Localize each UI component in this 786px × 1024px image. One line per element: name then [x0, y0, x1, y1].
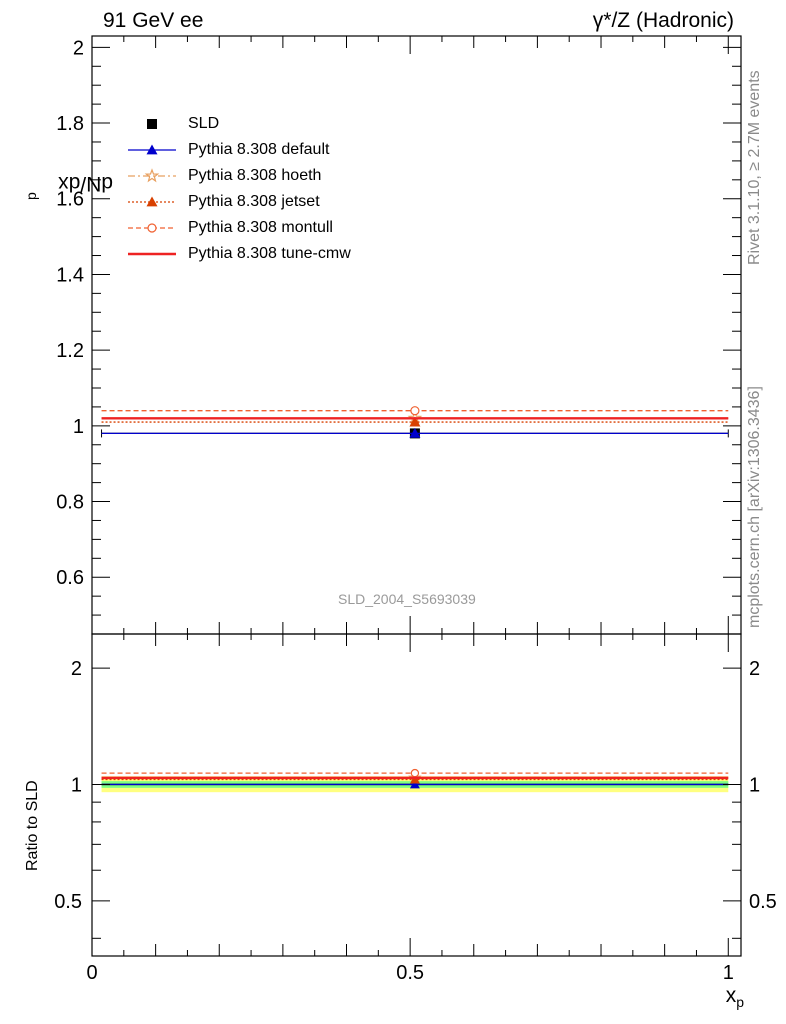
legend-marker-default — [146, 144, 158, 155]
legend-marker-jetset — [146, 196, 158, 207]
legend-marker-montull — [147, 223, 157, 233]
main-y-tick-label: 1 — [73, 416, 84, 438]
ratio-y-tick-label-left: 1 — [71, 774, 82, 796]
legend-label-default: Pythia 8.308 default — [188, 141, 330, 158]
process-label: 91 GeV ee — [103, 9, 204, 32]
legend-label-montull: Pythia 8.308 montull — [188, 219, 333, 236]
main-y-axis-label: dN/dx p — [23, 172, 113, 200]
ratio-series-marker-default — [409, 779, 420, 789]
ratio-y-tick-label-right: 0.5 — [749, 891, 777, 913]
main-series-marker-default — [409, 427, 421, 438]
ratio-y-tick-label-right: 1 — [749, 774, 760, 796]
ratio-series-marker-montull — [410, 768, 420, 778]
rivet-version-label: Rivet 3.1.10, ≥ 2.7M events — [746, 70, 763, 265]
legend-label-tune-cmw: Pythia 8.308 tune-cmw — [188, 245, 351, 262]
legend-marker-data — [147, 119, 157, 129]
legend-label-jetset: Pythia 8.308 jetset — [188, 193, 320, 210]
x-tick-label: 0 — [86, 962, 97, 984]
legend-label-hoeth: Pythia 8.308 hoeth — [188, 167, 322, 184]
main-series-marker-jetset — [409, 416, 421, 427]
ratio-y-axis-label: Ratio to SLD — [24, 780, 41, 871]
ratio-y-tick-label-right: 2 — [749, 658, 760, 680]
analysis-watermark: SLD_2004_S5693039 — [338, 591, 476, 607]
main-y-tick-label: 2 — [73, 37, 84, 59]
channel-label: γ*/Z (Hadronic) — [592, 9, 734, 32]
x-axis-label: xp — [725, 984, 744, 1011]
main-y-tick-label: 1.6 — [56, 189, 84, 211]
main-y-tick-label: 1.8 — [56, 113, 84, 135]
main-series-marker-montull — [410, 406, 420, 416]
x-tick-label: 1 — [723, 962, 734, 984]
main-y-tick-label: 1.4 — [56, 264, 84, 286]
mcplots-label: mcplots.cern.ch [arXiv:1306.3436] — [746, 386, 763, 628]
ratio-y-tick-label-left: 0.5 — [54, 891, 82, 913]
main-y-tick-label: 0.6 — [56, 567, 84, 589]
legend-marker-hoeth — [144, 168, 160, 183]
ratio-y-tick-label-left: 2 — [71, 658, 82, 680]
x-tick-label: 0.5 — [396, 962, 424, 984]
ratio-plot-frame — [91, 633, 742, 957]
main-y-tick-label: 0.8 — [56, 492, 84, 514]
main-y-tick-label: 1.2 — [56, 340, 84, 362]
legend-label-sld: SLD — [188, 115, 220, 132]
